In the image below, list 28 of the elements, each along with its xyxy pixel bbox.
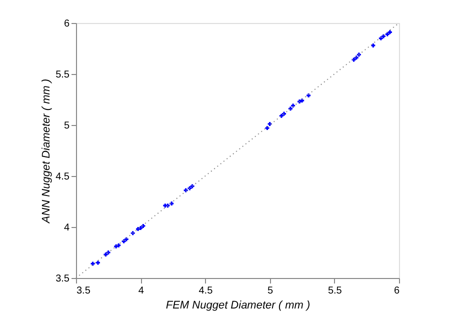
x-axis-title: FEM Nugget Diameter ( mm ) (166, 300, 310, 312)
point (96, 260, 100, 265)
y-axis-title: ANN Nugget Diameter ( mm ) (40, 78, 53, 224)
point (90, 262, 95, 266)
x-tick-label: 6 (394, 286, 400, 296)
y-tick-label: 5.5 (56, 70, 70, 80)
point (106, 250, 110, 254)
point (300, 98, 304, 103)
point (265, 126, 270, 130)
point (388, 30, 392, 34)
point (381, 34, 386, 38)
point (268, 122, 272, 126)
x-tick-label: 4.5 (198, 286, 214, 296)
point (371, 43, 376, 48)
y-tick-label: 4.5 (56, 172, 70, 182)
y-tick-label: 6 (64, 18, 70, 30)
x-tick-label: 5.5 (328, 286, 342, 296)
y-tick-label: 5 (64, 120, 70, 132)
point (288, 106, 292, 111)
x-tick-label: 4 (138, 286, 144, 296)
point (104, 252, 108, 257)
x-tick-label: 3.5 (76, 286, 91, 296)
x-tick-label: 5 (268, 286, 274, 296)
y-tick-label: 3.5 (56, 274, 70, 284)
point (170, 202, 174, 206)
y-tick-label: 4 (64, 222, 70, 234)
point (141, 224, 146, 228)
point (282, 112, 286, 116)
